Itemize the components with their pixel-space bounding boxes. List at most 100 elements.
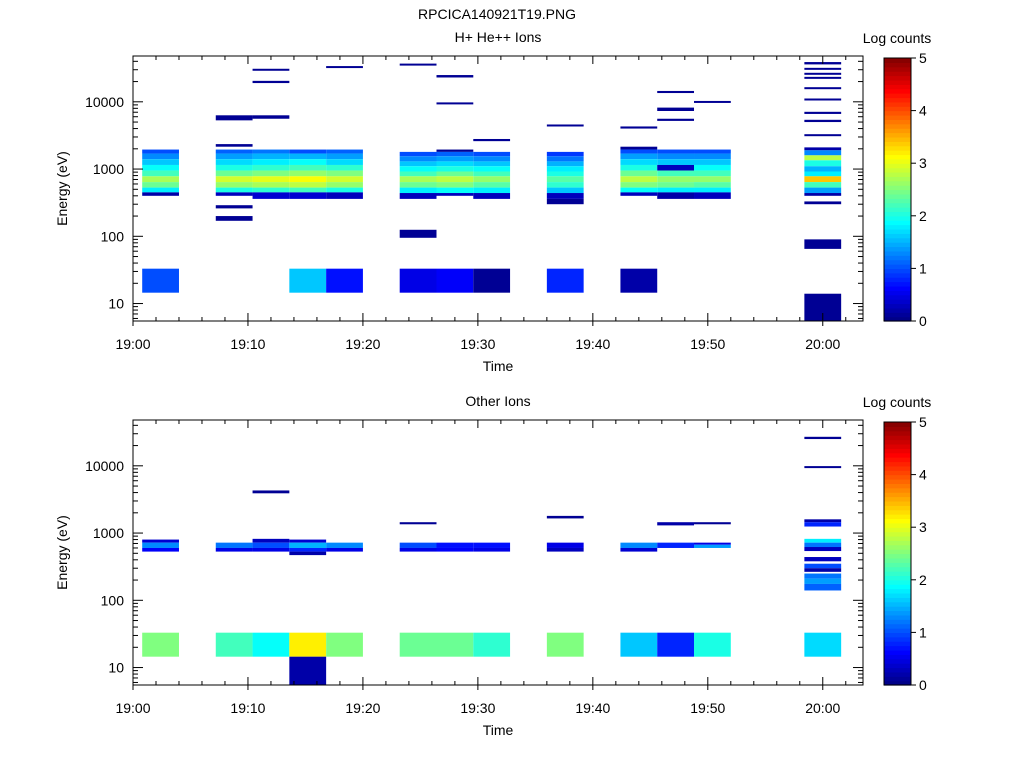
heatmap-cell (326, 632, 363, 657)
heatmap-cell (620, 153, 658, 160)
heatmap-cell (546, 166, 584, 172)
x-tick-label: 20:00 (805, 700, 840, 716)
heatmap-cell (620, 176, 658, 183)
colorbar-segment (884, 601, 911, 607)
heatmap-cell (436, 542, 474, 548)
heatmap-cell (399, 171, 437, 177)
colorbar-segment (884, 505, 911, 511)
colorbar-segment (884, 154, 911, 160)
heatmap-cell (252, 149, 290, 154)
colorbar-segment (884, 79, 911, 85)
colorbar-segment (884, 193, 911, 199)
heatmap-cell (252, 153, 290, 160)
colorbar-segment (884, 610, 911, 616)
heatmap-cell (142, 542, 179, 548)
heatmap-cell (620, 126, 658, 129)
colorbar-segment (884, 207, 911, 213)
figure-title: RPCICA140921T19.PNG (418, 6, 576, 22)
colorbar-segment (884, 439, 911, 445)
heatmap-cell (546, 171, 584, 177)
heatmap-cell (620, 547, 658, 552)
colorbar-segment (884, 62, 911, 68)
y-tick-label: 100 (101, 592, 125, 608)
colorbar-segment (884, 268, 911, 274)
colorbar-segment (884, 676, 911, 682)
colorbar-segment (884, 487, 911, 493)
x-tick-label: 19:10 (230, 700, 265, 716)
heatmap-cell (215, 164, 253, 171)
heatmap-cell (546, 161, 584, 167)
heatmap-cell (436, 187, 474, 194)
heatmap-cell (473, 166, 511, 172)
heatmap-cell (804, 542, 842, 548)
colorbar-segment (884, 272, 911, 278)
colorbar-segment (884, 299, 911, 305)
heatmap-cell (289, 632, 327, 657)
colorbar-segment (884, 470, 911, 476)
colorbar-segment (884, 527, 911, 533)
heatmap-cell (657, 522, 695, 526)
colorbar-segment (884, 237, 911, 243)
colorbar-segment (884, 75, 911, 81)
heatmap-cell (804, 67, 842, 70)
colorbar-segment (884, 435, 911, 441)
heatmap-cell (804, 155, 842, 161)
colorbar-segment (884, 430, 911, 436)
colorbar-tick-label: 0 (919, 313, 927, 329)
colorbar-tick-label: 3 (919, 155, 927, 171)
colorbar-segment (884, 106, 911, 112)
x-axis-label: Time (483, 358, 514, 374)
heatmap-cell (657, 159, 695, 165)
colorbar-frame (883, 57, 912, 322)
heatmap-cell (142, 539, 179, 543)
y-axis-label: Energy (eV) (54, 515, 70, 590)
heatmap-cell (657, 187, 695, 193)
heatmap-cell (804, 578, 842, 584)
colorbar-segment (884, 255, 911, 261)
colorbar-segment (884, 176, 911, 182)
heatmap-cell (620, 192, 658, 196)
heatmap-cell (215, 153, 253, 160)
heatmap-cell (804, 632, 842, 657)
colorbar-frame (883, 421, 912, 686)
heatmap-cell (620, 170, 658, 177)
colorbar-label: Log counts (863, 394, 932, 410)
heatmap-cell (399, 176, 437, 183)
heatmap-cell (289, 192, 327, 199)
heatmap-cell (436, 149, 474, 152)
heatmap-cell (804, 176, 842, 183)
colorbar-segment (884, 312, 911, 318)
colorbar-segment (884, 457, 911, 463)
heatmap-cell (436, 547, 474, 552)
heatmap-cell (657, 176, 695, 183)
heatmap-cell (546, 187, 584, 194)
colorbar-segment (884, 496, 911, 502)
colorbar-segment (884, 136, 911, 142)
heatmap-cell (215, 205, 253, 209)
colorbar-segment (884, 584, 911, 590)
x-tick-label: 19:10 (230, 336, 265, 352)
heatmap-cell (694, 187, 731, 193)
heatmap-cell (620, 149, 658, 154)
colorbar-segment (884, 171, 911, 177)
heatmap-cell (215, 632, 253, 657)
heatmap-cell (289, 656, 327, 685)
colorbar-segment (884, 540, 911, 546)
heatmap-cell (436, 156, 474, 162)
heatmap-cell (620, 632, 658, 657)
heatmap-cell (252, 115, 290, 119)
heatmap-cell (657, 632, 695, 657)
heatmap-cell (252, 192, 290, 199)
colorbar-segment (884, 483, 911, 489)
heatmap-cell (142, 176, 179, 183)
heatmap-cell (804, 134, 842, 137)
colorbar-segment (884, 566, 911, 572)
heatmap-cell (804, 119, 842, 123)
colorbar-tick-label: 1 (919, 624, 927, 640)
heatmap-cell (804, 171, 842, 177)
heatmap-cell (694, 159, 731, 165)
y-axis-label: Energy (eV) (54, 151, 70, 226)
heatmap-cell (289, 539, 327, 543)
heatmap-cell (215, 115, 253, 121)
colorbar-segment (884, 101, 911, 107)
